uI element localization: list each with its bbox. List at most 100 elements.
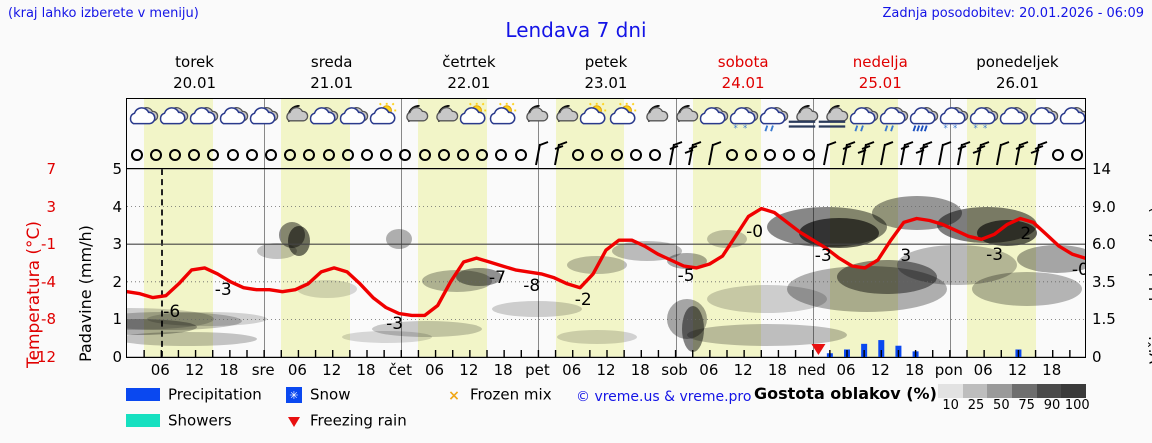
- day-date: 22.01: [447, 74, 491, 92]
- cloud-blob: [492, 301, 582, 317]
- time-tick-1: 12: [185, 361, 205, 379]
- cloud-blob: [557, 330, 637, 344]
- wind-barb-icon: [546, 141, 572, 167]
- time-tick-2: 18: [219, 361, 239, 379]
- calm-wind-icon: [220, 141, 246, 167]
- temperature-value-label: -0: [746, 222, 764, 243]
- ticks-prec-2: 3: [112, 235, 122, 254]
- rain-shower-icon: [755, 101, 789, 135]
- copyright-text[interactable]: © vreme.us & vreme.pro: [576, 389, 752, 405]
- calm-wind-icon: [488, 141, 514, 167]
- moon-icon: [665, 101, 699, 135]
- temperature-value-label: -3: [386, 313, 404, 334]
- calm-wind-icon: [776, 141, 802, 167]
- cloud-blob: [787, 266, 947, 312]
- cloud-density-title: Gostota oblakov (%): [754, 384, 937, 403]
- page-title: Lendava 7 dni: [505, 18, 647, 42]
- ticks-temp-4: -8: [41, 310, 56, 329]
- ticks-temp-5: -12: [31, 348, 57, 366]
- ticks-cloud-0: 14: [1092, 160, 1112, 178]
- wind-symbol-band: [126, 140, 1086, 168]
- ticks-temp-1: 3: [46, 197, 56, 216]
- svg-text:✳: ✳: [289, 389, 298, 402]
- wind-barb-icon: [1007, 141, 1033, 167]
- calm-wind-icon: [392, 141, 418, 167]
- density-tick-1: 25: [967, 398, 985, 413]
- time-tick-21: 12: [870, 361, 890, 379]
- time-tick-14: 18: [630, 361, 650, 379]
- legend-snow-label: Snow: [310, 385, 351, 404]
- temperature-value-label: 2: [1020, 224, 1032, 245]
- cloud-blob: [897, 245, 1017, 285]
- day-name: nedelja: [852, 53, 908, 71]
- rain-cloud-icon: [845, 101, 879, 135]
- night-shading: [281, 140, 350, 168]
- day-date: 25.01: [858, 74, 902, 92]
- temperature-value-label: -3: [214, 279, 232, 300]
- day-date: 21.01: [310, 74, 354, 92]
- cloudy-icon: [245, 101, 279, 135]
- day-separator: [949, 140, 951, 168]
- time-tick-10: 18: [493, 361, 513, 379]
- sun-cloud-icon: [605, 101, 639, 135]
- time-tick-26: 18: [1042, 361, 1062, 379]
- gridlines: [127, 169, 1085, 357]
- day-header-0: torek 20.01: [126, 52, 263, 96]
- day-header-5: nedelja 25.01: [812, 52, 949, 96]
- sun-cloud-icon: [365, 101, 399, 135]
- calm-wind-icon: [642, 141, 668, 167]
- wind-barb-icon: [930, 141, 956, 167]
- legend: Precipitation Showers ✳ Snow Freezing rai…: [126, 384, 1146, 440]
- day-name: torek: [175, 53, 214, 71]
- legend-showers-label: Showers: [168, 411, 232, 430]
- fog-moon-icon: [785, 101, 819, 135]
- time-tick-8: 06: [425, 361, 445, 379]
- calm-wind-icon: [757, 141, 783, 167]
- calm-wind-icon: [604, 141, 630, 167]
- sun-cloud-icon: [575, 101, 609, 135]
- cloud-blob: [422, 270, 492, 292]
- svg-text:*: *: [974, 124, 978, 134]
- cloudy-icon: [1055, 101, 1085, 135]
- night-shading: [144, 140, 213, 168]
- moon-icon: [635, 101, 669, 135]
- cloudy-icon: [695, 101, 729, 135]
- snow-icon: ✳: [286, 386, 302, 403]
- day-name: ponedeljek: [976, 53, 1059, 71]
- temperature-value-label: -3: [986, 245, 1004, 266]
- temperature-value-label: -5: [677, 266, 695, 287]
- night-shading: [144, 169, 213, 357]
- night-shading: [692, 169, 762, 357]
- cloud-blob: [707, 285, 827, 313]
- density-tick-2: 50: [993, 398, 1010, 413]
- calm-wind-icon: [796, 141, 822, 167]
- frozen-mix-icon: ×: [446, 387, 462, 403]
- time-tick-3: sre: [251, 361, 275, 379]
- time-tick-25: 12: [1007, 361, 1027, 379]
- time-tick-22: 18: [905, 361, 925, 379]
- wind-barb-icon: [968, 141, 994, 167]
- ticks-cloud-4: 1.5: [1092, 310, 1116, 329]
- calm-wind-icon: [584, 141, 610, 167]
- moon-icon: [275, 101, 309, 135]
- calm-wind-icon: [565, 141, 591, 167]
- ticks-cloud-2: 6.0: [1092, 235, 1116, 254]
- svg-text:×: ×: [448, 388, 460, 403]
- time-tick-4: 06: [287, 361, 307, 379]
- cloud-blob: [297, 280, 357, 298]
- wind-barb-icon: [700, 141, 726, 167]
- time-tick-17: 12: [733, 361, 753, 379]
- wind-barb-icon: [1026, 141, 1052, 167]
- time-tick-20: 06: [836, 361, 856, 379]
- sun-cloud-icon: [455, 101, 489, 135]
- rain-heavy-icon: [905, 101, 939, 135]
- day-separator: [675, 140, 677, 168]
- cloud-density-colorbar: [938, 384, 1087, 398]
- temperature-value-label: -2: [574, 289, 592, 310]
- time-tick-0: 06: [150, 361, 170, 379]
- day-separator: [401, 99, 403, 140]
- time-tick-11: pet: [525, 361, 550, 379]
- day-name: sreda: [310, 53, 353, 71]
- cloudy-icon: [995, 101, 1029, 135]
- cloudy-icon: [127, 101, 159, 135]
